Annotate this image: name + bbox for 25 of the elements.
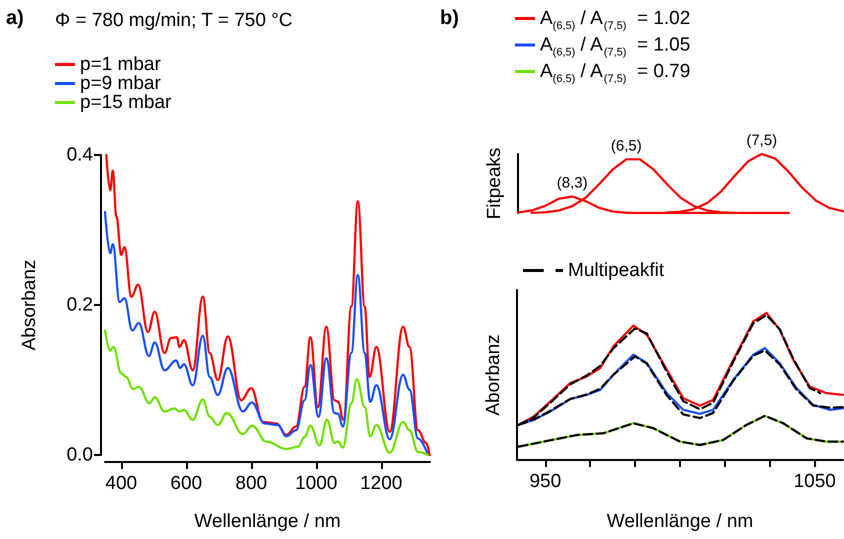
y-axis-title: Fitpeaks [484, 148, 505, 220]
text: (7,5) [746, 132, 778, 149]
annotation: (8,3) [556, 174, 588, 192]
x-tick-label: 600 [170, 473, 202, 494]
x-axis-title: Wellenlänge / nm [194, 511, 341, 532]
x-tick-label: 1200 [360, 473, 402, 494]
text: a) [6, 7, 24, 29]
y-tick-label: 0.2 [66, 294, 93, 316]
text: b) [440, 7, 459, 29]
annotation: (6,5) [610, 137, 642, 154]
chart-title: Φ = 780 mg/min; T = 750 °C [55, 10, 293, 31]
legend-label: p=9 mbar [80, 73, 162, 94]
x-tick-label: 1000 [295, 473, 338, 494]
x-tick-label: 1050 [794, 471, 836, 492]
legend-label: Multipeakfit [568, 260, 665, 281]
x-axis-title: Wellenlänge / nm [606, 511, 754, 532]
y-tick-label: 0.0 [66, 444, 93, 466]
x-tick-label: 800 [235, 473, 268, 494]
legend-label: p=15 mbar [80, 92, 172, 113]
x-tick-label: 400 [105, 473, 138, 494]
y-tick-label: 0.4 [66, 144, 94, 166]
legend-label: p=1 mbar [80, 54, 162, 75]
x-tick-label: 950 [529, 471, 562, 492]
y-axis-title: Absorbanz [19, 260, 40, 350]
y-axis-title: Aborbanz [483, 334, 504, 416]
